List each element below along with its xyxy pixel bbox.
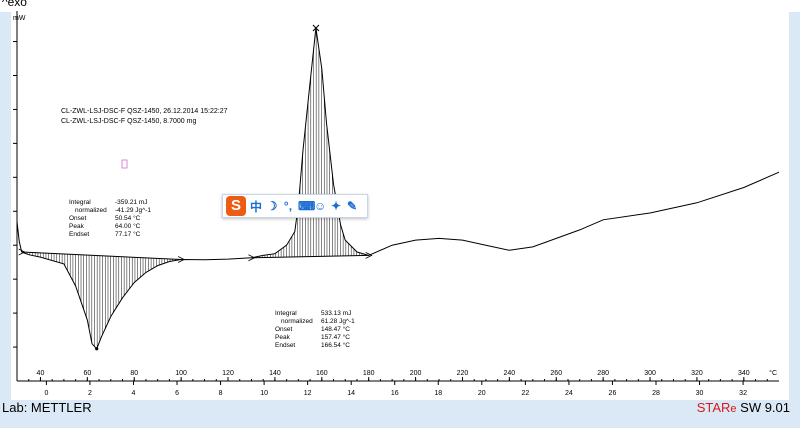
time-tick-label: 30 bbox=[696, 390, 704, 397]
time-tick-label: 28 bbox=[652, 390, 660, 397]
temp-tick-label: 120 bbox=[222, 370, 234, 377]
time-tick-label: 16 bbox=[391, 390, 399, 397]
ime-skin-icon[interactable]: ✦ bbox=[330, 199, 342, 213]
temp-tick-label: 60 bbox=[83, 370, 91, 377]
temp-unit-label: °C bbox=[769, 369, 777, 377]
temp-tick-label: 320 bbox=[691, 370, 703, 377]
time-tick-label: 0 bbox=[44, 390, 48, 397]
sample-info-line: CL-ZWL-LSJ-DSC-F QSZ-1450, 8.7000 mg bbox=[61, 118, 196, 125]
ime-keyboard-icon[interactable]: ⌨ bbox=[298, 199, 316, 213]
top-strip bbox=[0, 0, 800, 12]
footer-software: STARe SW 9.01 bbox=[697, 400, 790, 415]
plot-panel: 3210-1-2-3-4-5-6mW4060801001201401601802… bbox=[11, 11, 789, 400]
peak-annotation-value: 77.17 °C bbox=[115, 230, 141, 238]
ime-chinese-mode-icon[interactable]: 中 bbox=[250, 199, 263, 214]
peak-annotation-value: 533.13 mJ bbox=[321, 310, 351, 317]
ime-toolbar[interactable]: S 中 ☽ °, ⌨ ☺ ✦ ✎ bbox=[222, 194, 368, 218]
peak-hatch-group bbox=[18, 29, 373, 348]
time-tick-label: 14 bbox=[347, 390, 355, 397]
peak-limit-marker bbox=[365, 252, 373, 259]
peak-limit-marker bbox=[18, 248, 26, 256]
peak-annotation-value: 166.54 °C bbox=[321, 341, 350, 349]
peak-baseline bbox=[251, 254, 369, 259]
exo-label: ^exo bbox=[2, 0, 27, 9]
temp-tick-label: 300 bbox=[644, 370, 656, 377]
time-tick-label: 4 bbox=[132, 390, 136, 397]
temp-tick-label: 160 bbox=[316, 370, 328, 377]
peak-annotation-label: normalized bbox=[75, 207, 107, 214]
peak-annotation-label: Endset bbox=[69, 231, 89, 238]
cursor-marker bbox=[121, 159, 128, 169]
footer-star-brand: STAR bbox=[696, 400, 731, 415]
peak-annotation-value: 64.00 °C bbox=[115, 222, 141, 230]
temp-tick-label: 280 bbox=[597, 370, 609, 377]
time-tick-label: 6 bbox=[175, 390, 179, 397]
ime-user-icon[interactable]: ☺ bbox=[314, 199, 327, 213]
temp-tick-label: 140 bbox=[269, 370, 281, 377]
y-unit-label: mW bbox=[13, 15, 26, 22]
peak-annotation-label: Integral bbox=[275, 310, 297, 317]
footer-star-dot: e bbox=[730, 403, 737, 415]
time-tick-label: 18 bbox=[434, 390, 442, 397]
peak-annotation-value: 61.28 Jg^-1 bbox=[321, 318, 355, 325]
peak-min-marker bbox=[95, 347, 99, 351]
peak-max-marker bbox=[312, 24, 320, 32]
ime-logo-icon[interactable]: S bbox=[226, 196, 246, 216]
temp-tick-label: 80 bbox=[130, 370, 138, 377]
dsc-curve bbox=[16, 27, 780, 350]
time-tick-label: 12 bbox=[304, 390, 312, 397]
peak-annotation-label: Onset bbox=[275, 326, 293, 333]
peak-annotation-label: Onset bbox=[69, 215, 87, 222]
peak-annotation-value: -359.21 mJ bbox=[115, 199, 148, 206]
temp-tick-label: 240 bbox=[504, 370, 516, 377]
time-tick-label: 10 bbox=[260, 390, 268, 397]
time-tick-label: 8 bbox=[219, 390, 223, 397]
curve-group bbox=[16, 24, 780, 351]
sample-info-line: CL-ZWL-LSJ-DSC-F QSZ-1450, 26.12.2014 15… bbox=[61, 108, 228, 115]
temp-tick-label: 100 bbox=[175, 370, 187, 377]
footer-sw-version: SW 9.01 bbox=[736, 400, 790, 415]
peak-annotation-label: Peak bbox=[275, 334, 291, 341]
peak-annotation-label: Endset bbox=[275, 342, 295, 349]
temp-tick-label: 340 bbox=[738, 370, 750, 377]
ime-tools-icon[interactable]: ✎ bbox=[346, 199, 358, 213]
peak-annotation-label: Integral bbox=[69, 199, 91, 206]
temp-tick-label: 260 bbox=[550, 370, 562, 377]
peak-baseline bbox=[21, 251, 182, 260]
peak-annotation-label: Peak bbox=[69, 223, 85, 230]
ime-moon-icon[interactable]: ☽ bbox=[266, 199, 278, 213]
time-tick-label: 2 bbox=[88, 390, 92, 397]
axes-group: 3210-1-2-3-4-5-6mW4060801001201401601802… bbox=[11, 11, 779, 397]
time-tick-label: 24 bbox=[565, 390, 573, 397]
peak-annotation-value: -41.29 Jg^-1 bbox=[115, 207, 151, 214]
time-tick-label: 32 bbox=[739, 390, 747, 397]
peak-annotation-value: 50.54 °C bbox=[115, 214, 141, 222]
temp-tick-label: 200 bbox=[410, 370, 422, 377]
peak-annotation-label: normalized bbox=[281, 318, 313, 325]
peak-annotation-value: 148.47 °C bbox=[321, 325, 350, 333]
time-tick-label: 22 bbox=[521, 390, 529, 397]
ime-punctuation-icon[interactable]: °, bbox=[283, 199, 293, 213]
dsc-chart: 3210-1-2-3-4-5-6mW4060801001201401601802… bbox=[11, 11, 780, 397]
text-group: CL-ZWL-LSJ-DSC-F QSZ-1450, 26.12.2014 15… bbox=[61, 108, 355, 349]
time-tick-label: 20 bbox=[478, 390, 486, 397]
temp-tick-label: 180 bbox=[363, 370, 375, 377]
temp-tick-label: 40 bbox=[37, 370, 45, 377]
footer-lab: Lab: METTLER bbox=[2, 400, 92, 415]
time-tick-label: 26 bbox=[609, 390, 617, 397]
peak-annotation-value: 157.47 °C bbox=[321, 333, 350, 341]
temp-tick-label: 220 bbox=[457, 370, 469, 377]
peak-limit-marker bbox=[248, 254, 256, 262]
